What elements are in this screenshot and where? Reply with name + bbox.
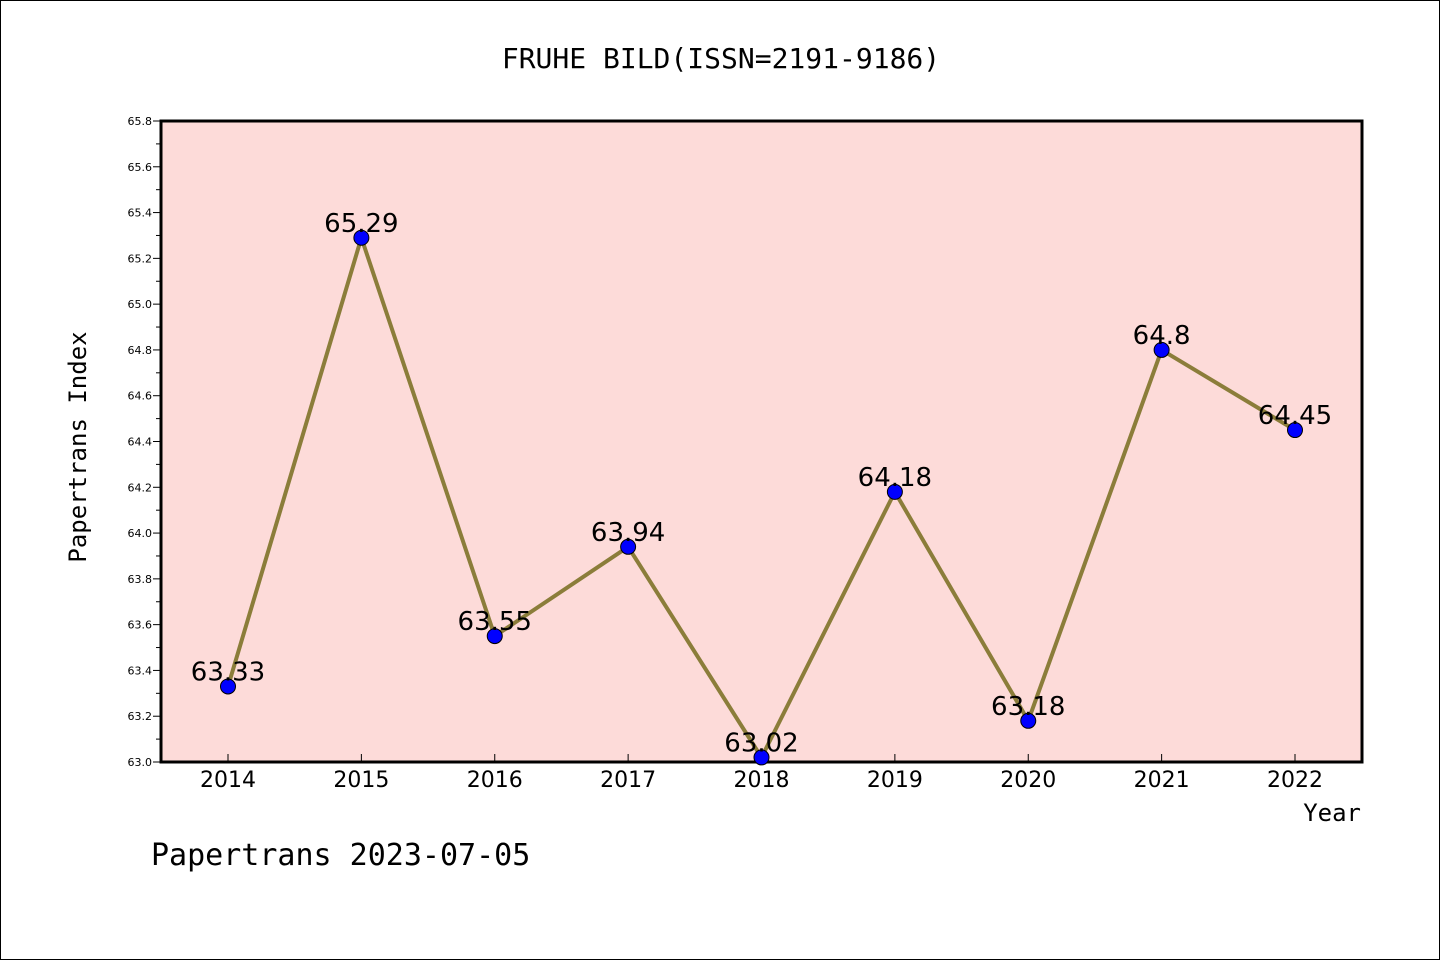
data-label: 63.02 bbox=[724, 728, 798, 758]
footer-source-date: Papertrans 2023-07-05 bbox=[151, 838, 530, 873]
data-point bbox=[753, 749, 770, 766]
data-label: 63.55 bbox=[458, 607, 532, 637]
y-tick-label: 64.4 bbox=[128, 436, 153, 449]
data-point bbox=[620, 538, 637, 555]
data-point bbox=[886, 483, 903, 500]
data-label: 63.33 bbox=[191, 657, 265, 687]
chart-title: FRUHE BILD(ISSN=2191-9186) bbox=[502, 42, 940, 75]
x-tick-label: 2015 bbox=[333, 768, 389, 793]
y-tick-label: 63.2 bbox=[128, 710, 153, 723]
x-tick-label: 2021 bbox=[1134, 768, 1190, 793]
data-point bbox=[220, 678, 236, 695]
y-tick-label: 63.6 bbox=[128, 619, 153, 632]
data-label: 64.8 bbox=[1133, 321, 1191, 351]
y-axis-label: Papertrans Index bbox=[64, 331, 92, 562]
y-tick-label: 63.4 bbox=[128, 664, 153, 677]
y-tick-label: 65.2 bbox=[128, 252, 153, 265]
y-tick-label: 64.0 bbox=[128, 527, 153, 540]
x-tick-label: 2014 bbox=[200, 768, 256, 793]
x-tick-label: 2019 bbox=[867, 768, 923, 793]
x-tick-label: 2020 bbox=[1000, 768, 1056, 793]
y-tick-label: 65.0 bbox=[128, 298, 153, 311]
y-tick-label: 65.6 bbox=[128, 161, 153, 174]
y-tick-label: 63.8 bbox=[128, 573, 153, 586]
data-point bbox=[486, 628, 503, 645]
y-tick-label: 63.0 bbox=[128, 756, 153, 769]
data-label: 63.94 bbox=[591, 518, 665, 548]
data-label: 65.29 bbox=[324, 209, 398, 239]
x-tick-label: 2018 bbox=[734, 768, 790, 793]
x-tick-label: 2017 bbox=[600, 768, 656, 793]
data-label: 64.18 bbox=[858, 463, 932, 493]
y-tick-label: 64.6 bbox=[128, 390, 153, 403]
y-axis: 63.0 63.2 63.4 63.6 63.8 64.0 64.2 64.4 64.6 64.8… bbox=[128, 115, 161, 769]
x-tick-label: 2016 bbox=[467, 768, 523, 793]
series-layer: 63.33 65.29 63.55 63.94 63.02 64.18 63.18 64.8 6… bbox=[191, 209, 1332, 766]
plot-area bbox=[159, 119, 1364, 764]
data-label: 64.45 bbox=[1258, 401, 1332, 431]
x-tick-label: 2022 bbox=[1267, 768, 1323, 793]
y-tick-label: 65.4 bbox=[128, 207, 153, 220]
y-tick-label: 64.2 bbox=[128, 481, 153, 494]
data-point bbox=[1287, 422, 1303, 439]
data-point bbox=[353, 229, 370, 246]
x-axis: 2014 2015 2016 2017 2018 2019 2020 2021 2022 bbox=[200, 754, 1323, 793]
y-tick-label: 64.8 bbox=[128, 344, 153, 357]
data-point bbox=[1020, 712, 1037, 729]
x-axis-label: Year bbox=[1303, 799, 1361, 827]
data-label: 63.18 bbox=[991, 692, 1065, 722]
y-tick-label: 65.8 bbox=[128, 115, 153, 128]
data-point bbox=[1153, 341, 1170, 358]
